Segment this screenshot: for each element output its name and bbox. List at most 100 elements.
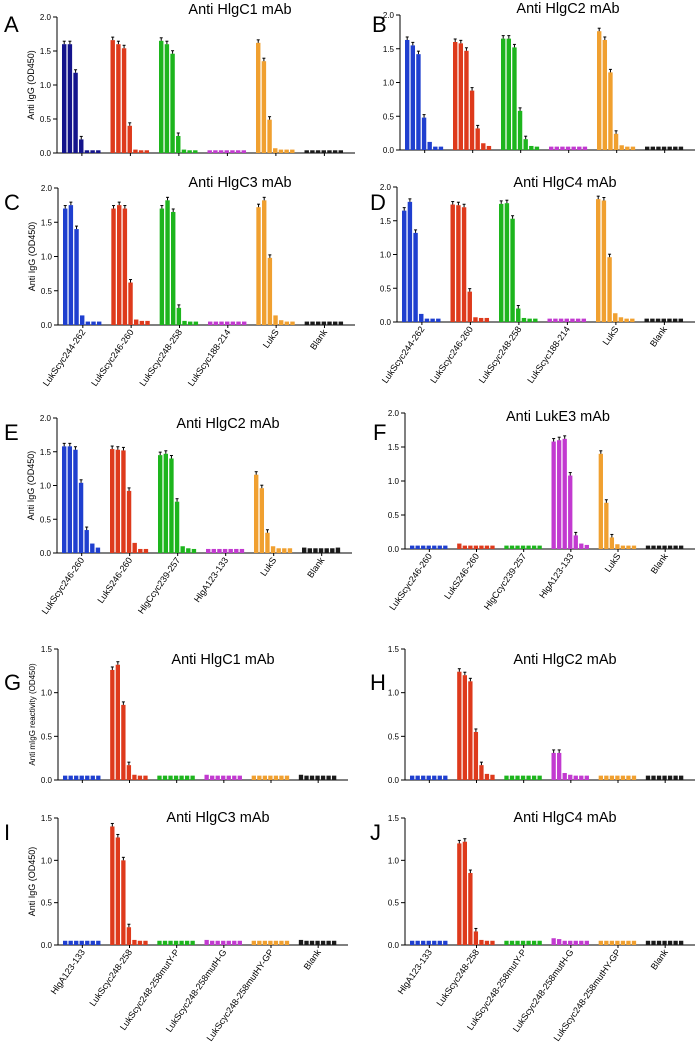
bar [215,940,220,945]
panel-letter: G [4,670,21,695]
x-category-label: LukScyc244-262 [380,324,427,385]
bar [645,775,651,780]
bar [79,940,84,945]
y-tick-label: 1.5 [380,217,392,226]
bar [126,927,132,945]
chart-title: Anti HlgC2 mAb [513,652,616,668]
chart-title: Anti HlgC4 mAb [513,175,616,191]
bar [304,940,309,945]
bar [458,43,464,150]
bar [571,146,576,151]
y-tick-label: 1.5 [40,47,52,56]
bar [330,548,335,553]
bar [137,775,143,780]
bar [324,548,329,553]
bar [268,775,273,780]
y-tick-label: 0.5 [41,732,53,741]
bar [579,543,584,549]
bar [438,146,444,151]
bar [560,146,565,151]
panel-letter: C [4,190,20,215]
bar [302,547,307,553]
bar [437,940,442,945]
y-tick-label: 0.0 [40,149,52,158]
bar [631,940,637,945]
bar [335,547,341,553]
bar [573,940,578,945]
bar [261,61,267,154]
bar [224,150,229,153]
bar [226,940,231,945]
bar [504,775,509,780]
bar [115,664,120,780]
bar [126,490,132,553]
x-category-label: Blank [648,324,669,349]
bar [573,535,578,549]
y-tick-label: 2.0 [40,13,52,22]
y-tick-label: 0.5 [388,899,400,908]
bar [526,940,531,945]
chart-title: Anti HlgC1 mAb [171,652,274,668]
bar [338,150,344,153]
bar [651,775,656,780]
bar [159,40,164,153]
bar [609,537,615,549]
bar [515,775,520,780]
y-tick-label: 1.5 [40,448,52,457]
x-category-label: LukS246-260 [95,555,134,605]
bar [529,145,534,150]
bar [517,110,523,150]
y-tick-label: 2.0 [41,184,53,193]
y-tick-label: 1.0 [383,79,395,88]
bar [615,940,620,945]
panel-letter: E [4,420,19,445]
bar [486,145,492,150]
x-category-label: LukS [603,551,623,574]
bar [468,873,473,945]
bar [568,475,573,549]
x-category-label: Blank [305,555,326,580]
bar [265,532,270,553]
bar [180,546,185,553]
bar [656,545,662,549]
bar [645,545,651,549]
bar [110,40,115,154]
bar [598,453,603,549]
bar [673,146,678,151]
y-axis-label: Anti IgG (OD450) [26,451,36,521]
panel-j: J Anti HlgC4 mAb 0.0 0.5 1.0 1.5 HlgA123-133 Lu… [370,810,695,1043]
bar [132,774,137,780]
bar [236,321,241,325]
bar [416,54,421,150]
chart-title: Anti LukE3 mAb [506,409,610,425]
bar [656,775,662,780]
bar [527,318,532,323]
bar [405,39,410,151]
bar [215,775,220,780]
bar [650,318,655,323]
panel-letter: F [373,420,386,445]
bar [453,42,458,150]
bar [307,548,313,553]
chart-title: Anti HlgC3 mAb [188,175,291,191]
bar [604,775,609,780]
bar [224,321,230,325]
y-tick-label: 0.5 [41,287,53,296]
bar [598,775,603,780]
bar [630,318,635,323]
bar [84,530,89,553]
bar [549,146,554,151]
bar [331,775,337,780]
bar [169,458,174,553]
bar [331,940,337,945]
bar [626,775,631,780]
bar [424,318,430,323]
bar [615,775,620,780]
y-axis-label: Anti mIgG reactivity (OD450) [28,663,37,766]
bar [256,207,261,325]
bar [601,200,607,322]
y-tick-label: 0.5 [40,115,52,124]
bar [63,208,68,325]
bar [111,208,116,325]
bar [421,117,427,150]
